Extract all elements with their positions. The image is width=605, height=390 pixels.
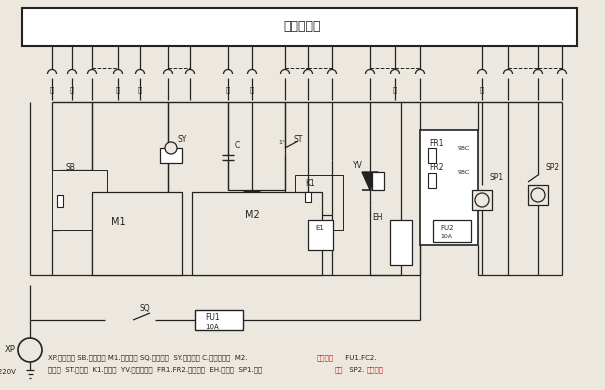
Text: 10A: 10A [205, 324, 219, 330]
Bar [305, 192, 311, 202]
Bar [92, 192, 182, 275]
Circle shape [531, 188, 545, 202]
Polygon shape [362, 172, 378, 190]
Bar [52, 170, 107, 230]
Text: 10A: 10A [440, 234, 452, 239]
Circle shape [165, 142, 177, 154]
Text: EH: EH [373, 213, 383, 223]
Text: XP: XP [5, 346, 16, 355]
Text: 1°: 1° [278, 140, 286, 145]
Bar [57, 195, 63, 207]
Text: 白: 白 [138, 87, 142, 93]
Circle shape [94, 198, 142, 246]
Text: E1: E1 [316, 225, 324, 231]
Text: FU1: FU1 [205, 314, 220, 323]
Bar [420, 130, 478, 245]
Text: 青: 青 [70, 87, 74, 93]
Text: 白: 白 [480, 87, 484, 93]
Text: FR1: FR1 [430, 138, 444, 147]
Text: K1: K1 [305, 179, 315, 188]
Bar [195, 310, 243, 330]
Text: 开关: 开关 [335, 367, 343, 373]
Bar [472, 190, 492, 210]
Text: SB: SB [65, 163, 75, 172]
Bar [428, 148, 436, 163]
Bar [160, 148, 182, 163]
Text: 蓝: 蓝 [250, 87, 254, 93]
Text: SY: SY [177, 135, 187, 145]
Text: 清洗电机: 清洗电机 [317, 355, 334, 361]
Text: 电脑控制板: 电脑控制板 [283, 21, 321, 34]
Text: SP2: SP2 [546, 163, 560, 172]
Bar [192, 192, 322, 275]
Text: 白: 白 [116, 87, 120, 93]
Text: M1: M1 [111, 217, 125, 227]
Bar [428, 173, 436, 188]
Text: FU2: FU2 [440, 225, 454, 231]
Bar [390, 220, 412, 265]
Circle shape [475, 193, 489, 207]
Text: M2: M2 [244, 210, 260, 220]
Text: ST: ST [293, 135, 302, 145]
Bar [372, 172, 384, 190]
Text: 熔断器  ST.温控器  K1.继电器  YV.电磁进水阀  FR1.FR2.熔断电阵  EH.发热器  SP1.进水: 熔断器 ST.温控器 K1.继电器 YV.电磁进水阀 FR1.FR2.熔断电阵 … [48, 367, 262, 373]
Bar [295, 175, 343, 230]
Text: FU1.FC2.: FU1.FC2. [343, 355, 376, 361]
Text: 98C: 98C [458, 170, 470, 176]
Bar [528, 185, 548, 205]
Text: 蓝: 蓝 [226, 87, 230, 93]
Text: C: C [234, 142, 240, 151]
Text: 排水开关: 排水开关 [366, 367, 384, 373]
Text: 红: 红 [50, 87, 54, 93]
Text: 红: 红 [393, 87, 397, 93]
Text: ~220V: ~220V [0, 369, 16, 375]
Circle shape [228, 191, 276, 239]
Bar [22, 8, 577, 46]
Bar [433, 220, 471, 242]
Circle shape [18, 338, 42, 362]
Text: 98C: 98C [458, 145, 470, 151]
Bar [308, 220, 333, 250]
Text: SP1: SP1 [490, 174, 504, 183]
Text: SQ: SQ [140, 303, 150, 312]
Text: YV: YV [353, 161, 363, 170]
Text: SP2.: SP2. [347, 367, 365, 373]
Text: FR2: FR2 [430, 163, 444, 172]
Text: XP.电源插头 SB.电源开关 M1.排水电机 SQ.门控开关  SY.蕚簧开关 C.启动电容器  M2.: XP.电源插头 SB.电源开关 M1.排水电机 SQ.门控开关 SY.蕚簧开关 … [48, 355, 247, 361]
